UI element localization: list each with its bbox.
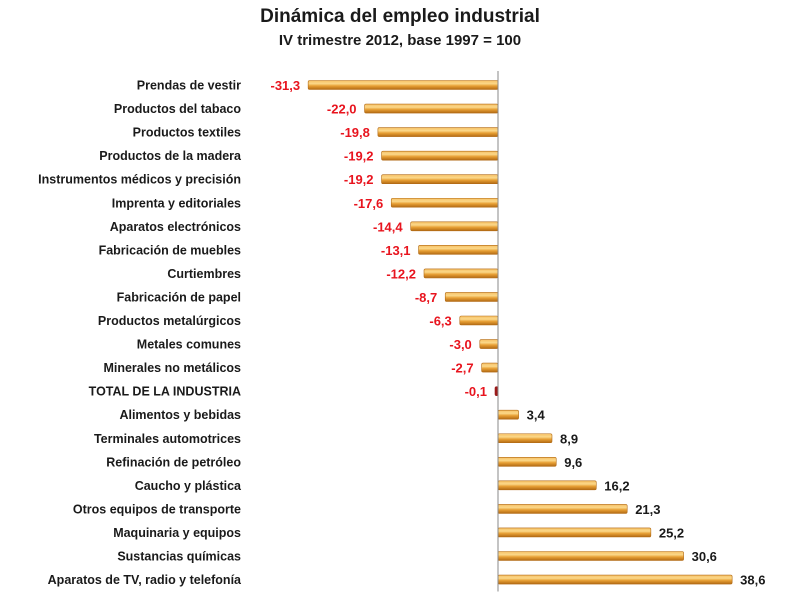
value-label: 30,6 [692,549,717,564]
category-label: Refinación de petróleo [106,455,241,469]
value-label: -19,2 [344,172,374,187]
value-label: -19,8 [340,125,370,140]
category-label: Alimentos y bebidas [119,408,241,422]
category-label: Productos textiles [133,126,241,140]
value-label: 25,2 [659,525,684,540]
value-label: -31,3 [270,78,300,93]
category-label: Instrumentos médicos y precisión [38,173,241,187]
category-label: Prendas de vestir [137,79,241,93]
category-label: Curtiembres [167,267,241,281]
category-label: Productos del tabaco [114,102,241,116]
value-label: -6,3 [429,314,451,329]
bar-9 [444,292,499,302]
bar-14 [497,409,519,420]
value-label: -8,7 [415,290,437,305]
value-label: 3,4 [527,408,546,423]
bar-19 [497,527,652,538]
value-label: -13,1 [381,243,411,258]
category-label: TOTAL DE LA INDUSTRIA [89,385,241,399]
category-labels: Prendas de vestir Productos del tabaco Pro… [38,79,242,588]
bar-3 [381,150,499,161]
bar-10 [459,315,499,326]
bar-15 [497,433,553,444]
value-label: 8,9 [560,431,578,446]
category-label: Caucho y plástica [135,479,242,493]
category-label: Minerales no metálicos [103,361,241,375]
category-label: Otros equipos de transporte [73,502,241,516]
chart-title: Dinámica del empleo industrial [260,6,540,27]
category-label: Sustancias químicas [117,550,241,564]
category-label: Aparatos electrónicos [110,220,241,234]
category-label: Terminales automotrices [94,432,241,446]
value-label: -17,6 [354,196,384,211]
category-label: Metales comunes [137,338,241,352]
category-label: Fabricación de muebles [99,243,241,257]
bar-12 [481,362,499,373]
bar-16 [497,456,557,467]
value-label: -12,2 [386,266,416,281]
value-label: -22,0 [327,102,357,117]
value-label: 38,6 [740,573,765,588]
value-label: 9,6 [564,455,582,470]
bar-6 [410,221,499,232]
category-label: Fabricación de papel [117,290,241,304]
bar-8 [423,268,499,279]
value-label: -3,0 [449,337,471,352]
bar-11 [479,339,499,349]
bar-18 [497,504,628,514]
bar-5 [390,197,499,208]
chart-subtitle: IV trimestre 2012, base 1997 = 100 [278,32,522,49]
category-label: Productos de la madera [99,149,242,163]
value-label: -14,4 [373,219,403,234]
category-label: Maquinaria y equipos [113,526,241,540]
value-label: 16,2 [604,478,629,493]
bar-1 [364,103,499,114]
category-label: Imprenta y editoriales [112,196,241,210]
bar-17 [497,480,597,491]
bar-21 [497,574,733,585]
bars-group [307,80,733,585]
category-label: Aparatos de TV, radio y telefonía [48,573,242,587]
value-label: 21,3 [635,502,660,517]
category-label: Productos metalúrgicos [98,314,241,328]
bar-2 [377,127,499,137]
value-label: -19,2 [344,149,374,164]
value-label: -2,7 [451,361,473,376]
bar-4 [381,174,499,184]
bar-7 [418,245,499,255]
bar-20 [497,551,684,561]
bar-0 [307,80,499,90]
value-labels: -31,3 -22,0 -19,8 -19,2 -19,2 -17,6 -14,4 -13,1… [270,78,765,588]
value-label: -0,1 [465,384,487,399]
